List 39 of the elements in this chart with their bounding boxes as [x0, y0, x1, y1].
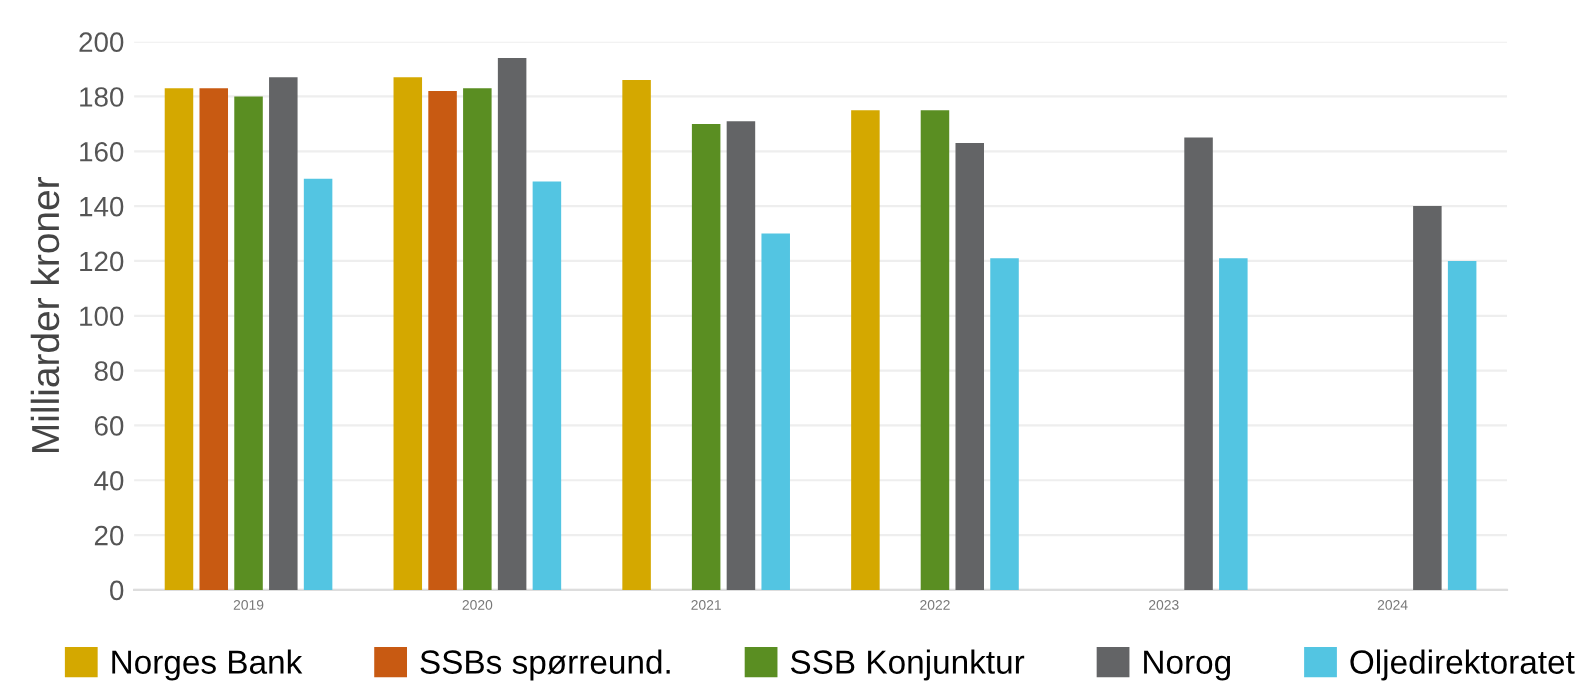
y-tick-label: 60: [94, 416, 124, 436]
bar: [990, 258, 1019, 590]
legend-label: Norog: [1144, 650, 1231, 681]
bar: [1413, 206, 1442, 590]
y-tick-label: 20: [94, 525, 124, 546]
bar: [497, 58, 527, 590]
bar: [920, 110, 950, 590]
y-tick-label: 120: [80, 251, 124, 272]
legend-label: Oljedirektoratet: [1350, 649, 1575, 681]
bar: [303, 178, 333, 590]
legend-label: SSB Konjunktur: [790, 649, 1025, 681]
bar: [234, 96, 263, 590]
bar: [726, 121, 756, 590]
bar: [691, 123, 721, 590]
legend-label: Norges Bank: [112, 649, 303, 681]
bar: [164, 88, 194, 590]
bar: [269, 77, 298, 590]
y-tick-label: 80: [94, 361, 124, 381]
bar: [1219, 258, 1248, 590]
y-tick-label: 40: [94, 470, 124, 491]
bar: [463, 88, 492, 590]
y-tick-label: 140: [80, 196, 124, 217]
y-tick-label: 0: [110, 580, 124, 601]
bar: [761, 233, 790, 590]
legend-label: SSBs spørreund.: [420, 649, 670, 681]
y-tick-label: 160: [80, 141, 124, 162]
bar: [851, 110, 880, 590]
bar: [955, 143, 984, 590]
y-tick-label: 180: [80, 87, 124, 107]
bar: [428, 90, 457, 590]
y-axis-title: Milliarder kroner: [30, 177, 60, 452]
bar: [532, 181, 562, 590]
bar: [199, 88, 229, 590]
y-tick-label: 200: [79, 32, 124, 52]
bar: [622, 80, 651, 590]
y-tick-label: 100: [80, 306, 124, 327]
bar: [1447, 260, 1477, 590]
bar: [393, 77, 423, 590]
bar: [1184, 137, 1213, 590]
